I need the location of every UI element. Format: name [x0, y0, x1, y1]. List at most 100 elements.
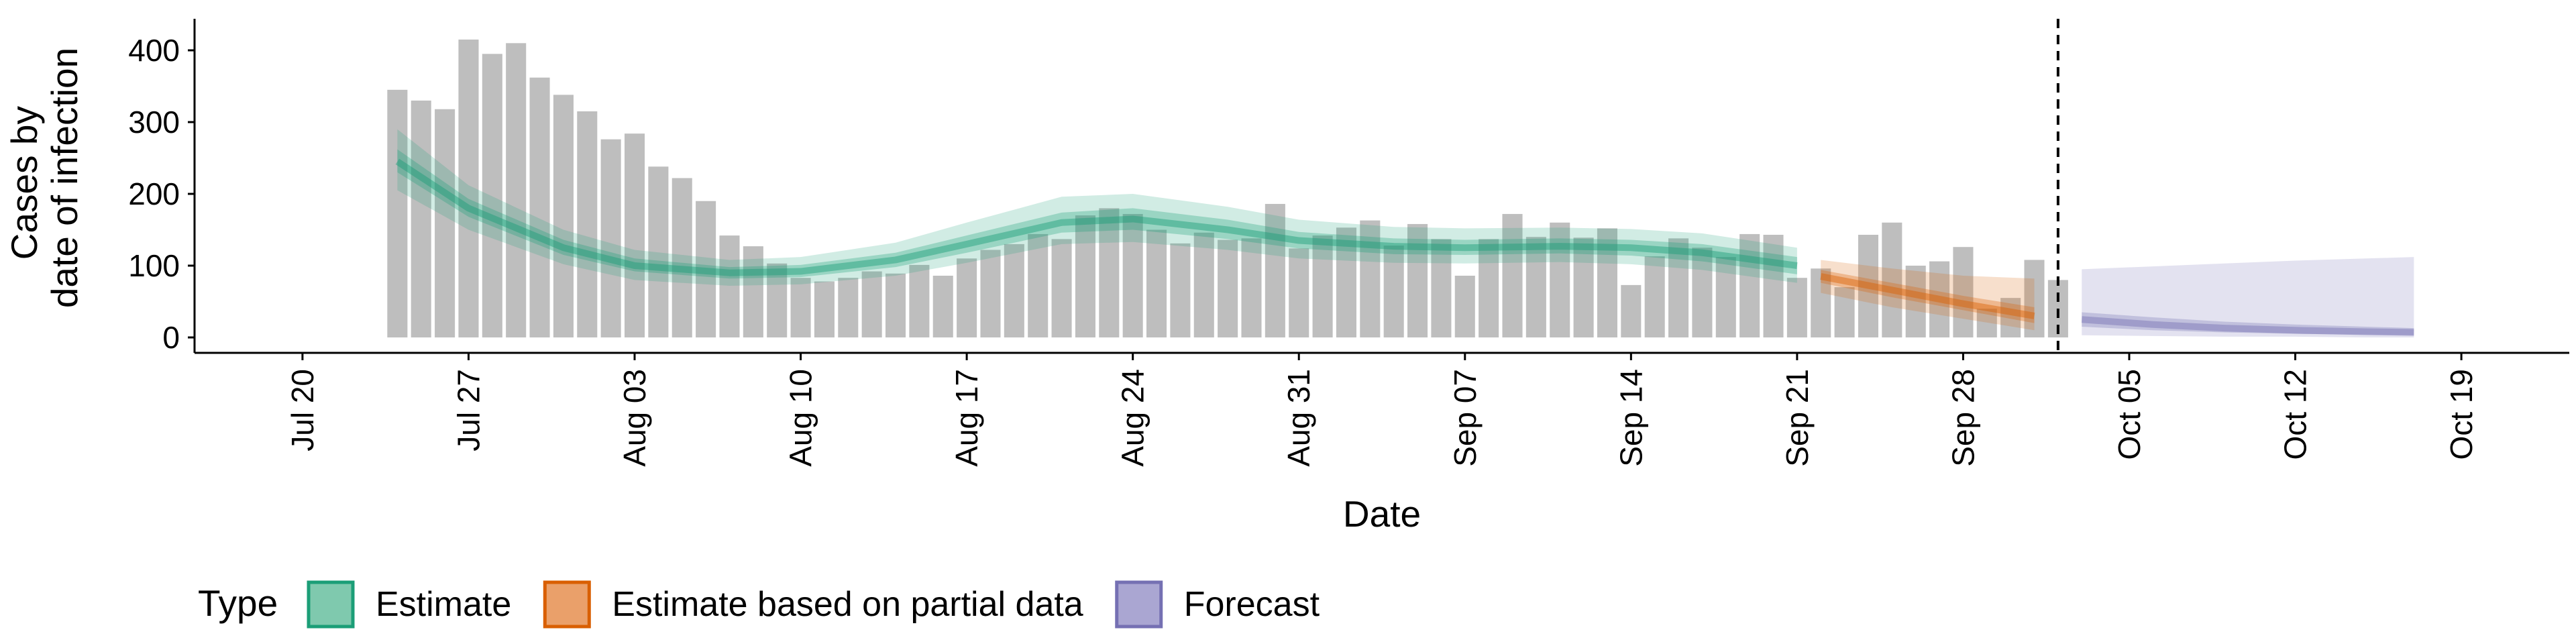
case-bar: [1976, 309, 1997, 337]
x-tick-label: Aug 10: [784, 369, 818, 467]
case-bar: [506, 43, 527, 338]
case-bar: [980, 250, 1001, 337]
x-tick-label: Sep 07: [1448, 369, 1483, 467]
median-line: [1820, 273, 2035, 319]
case-bar: [1099, 208, 1120, 337]
case-bar: [1289, 248, 1309, 337]
x-tick-label: Jul 27: [451, 369, 486, 451]
x-tick-label: Sep 28: [1945, 369, 1980, 467]
x-tick-label: Oct 12: [2278, 369, 2313, 460]
case-bar: [1028, 233, 1049, 337]
x-tick-label: Aug 31: [1281, 369, 1316, 467]
case-bar: [1692, 248, 1713, 337]
legend-label: Estimate based on partial data: [612, 585, 1083, 624]
case-bar: [1811, 268, 1831, 337]
case-bar: [743, 246, 763, 337]
x-tick-label: Sep 21: [1780, 369, 1815, 467]
case-bar: [1360, 220, 1381, 337]
case-bar: [1858, 234, 1879, 337]
case-bar: [1122, 213, 1143, 337]
case-bar: [1193, 232, 1214, 337]
x-tick-label: Oct 05: [2112, 369, 2147, 460]
case-bar: [861, 271, 882, 337]
inner-interval-band: [1821, 270, 2035, 323]
case-bar: [957, 258, 977, 337]
x-axis-title: Date: [1343, 493, 1421, 535]
outer-interval-band: [397, 129, 1797, 286]
case-bar: [482, 54, 502, 337]
case-bar: [458, 39, 479, 337]
x-tick-label: Oct 19: [2444, 369, 2479, 460]
case-bars: [387, 39, 2068, 338]
median-line: [395, 158, 1798, 276]
case-bar: [1715, 257, 1736, 337]
case-bar: [577, 111, 598, 337]
legend-key: [1115, 580, 1163, 629]
case-bar: [1454, 275, 1475, 337]
x-tick-label: Aug 03: [617, 369, 652, 467]
y-axis-title-line-1: Cases by: [3, 106, 45, 260]
legend-key: [543, 580, 591, 629]
case-bar: [790, 278, 811, 337]
y-axis-title: Cases by date of infection: [3, 48, 85, 308]
case-bar: [1241, 238, 1262, 337]
case-bar: [1905, 266, 1926, 337]
case-bar: [814, 281, 835, 337]
legend-label: Forecast: [1184, 585, 1320, 624]
legend-label: Estimate: [376, 585, 511, 624]
x-tick-label: Jul 20: [285, 369, 320, 451]
case-bar: [696, 201, 716, 337]
case-bar: [1525, 237, 1546, 337]
x-tick-label: Aug 17: [949, 369, 984, 467]
case-bar: [2024, 260, 2045, 337]
case-bar: [1834, 287, 1855, 337]
outer-interval-band: [1821, 260, 2035, 331]
case-bar: [1739, 233, 1760, 337]
case-bar: [1146, 229, 1167, 337]
legend: Type Estimate Estimate based on partial d…: [198, 580, 1320, 629]
y-tick-label: 0: [162, 320, 180, 355]
median-line: [2081, 316, 2414, 336]
case-bar: [1929, 261, 1950, 337]
case-bar: [1075, 215, 1095, 337]
case-bar: [1763, 234, 1784, 337]
case-bar: [1644, 256, 1665, 337]
axes: 0 100 200 300 400 Jul 20 Jul 27 Aug 03 Aug 10 Aug…: [128, 19, 2569, 467]
case-bar: [1573, 237, 1594, 337]
case-bar: [1668, 238, 1689, 337]
case-bar: [1265, 203, 1285, 337]
legend-title: Type: [198, 582, 278, 624]
legend-key: [307, 580, 355, 629]
case-bar: [411, 100, 431, 337]
case-bar: [1383, 246, 1404, 337]
y-tick-label: 300: [128, 105, 180, 140]
case-bar: [1336, 227, 1356, 337]
case-bar: [1004, 244, 1024, 337]
case-bar: [1550, 222, 1570, 337]
case-bar: [1479, 239, 1499, 337]
inner-interval-band: [2082, 312, 2414, 335]
outer-interval-band: [2082, 257, 2414, 337]
case-bar: [553, 95, 574, 337]
y-tick-label: 400: [128, 33, 180, 68]
case-bar: [435, 109, 455, 338]
case-bar: [529, 77, 550, 337]
x-tick-label: Sep 14: [1613, 369, 1648, 467]
case-bar: [1051, 239, 1072, 337]
case-bar: [1953, 247, 1974, 337]
case-bar: [1431, 239, 1452, 337]
case-bar: [1407, 223, 1428, 337]
x-tick-label: Aug 24: [1116, 369, 1150, 467]
case-bar: [885, 273, 906, 337]
case-bar: [1786, 278, 1807, 337]
y-tick-label: 100: [128, 248, 180, 283]
case-bar: [1312, 235, 1333, 337]
case-bar: [387, 89, 408, 337]
y-axis-title-line-2: date of infection: [44, 48, 85, 308]
case-bar: [672, 178, 692, 337]
case-bar: [2000, 298, 2021, 337]
case-bar: [932, 275, 953, 337]
case-bar: [1621, 284, 1642, 337]
case-bar: [838, 278, 859, 337]
